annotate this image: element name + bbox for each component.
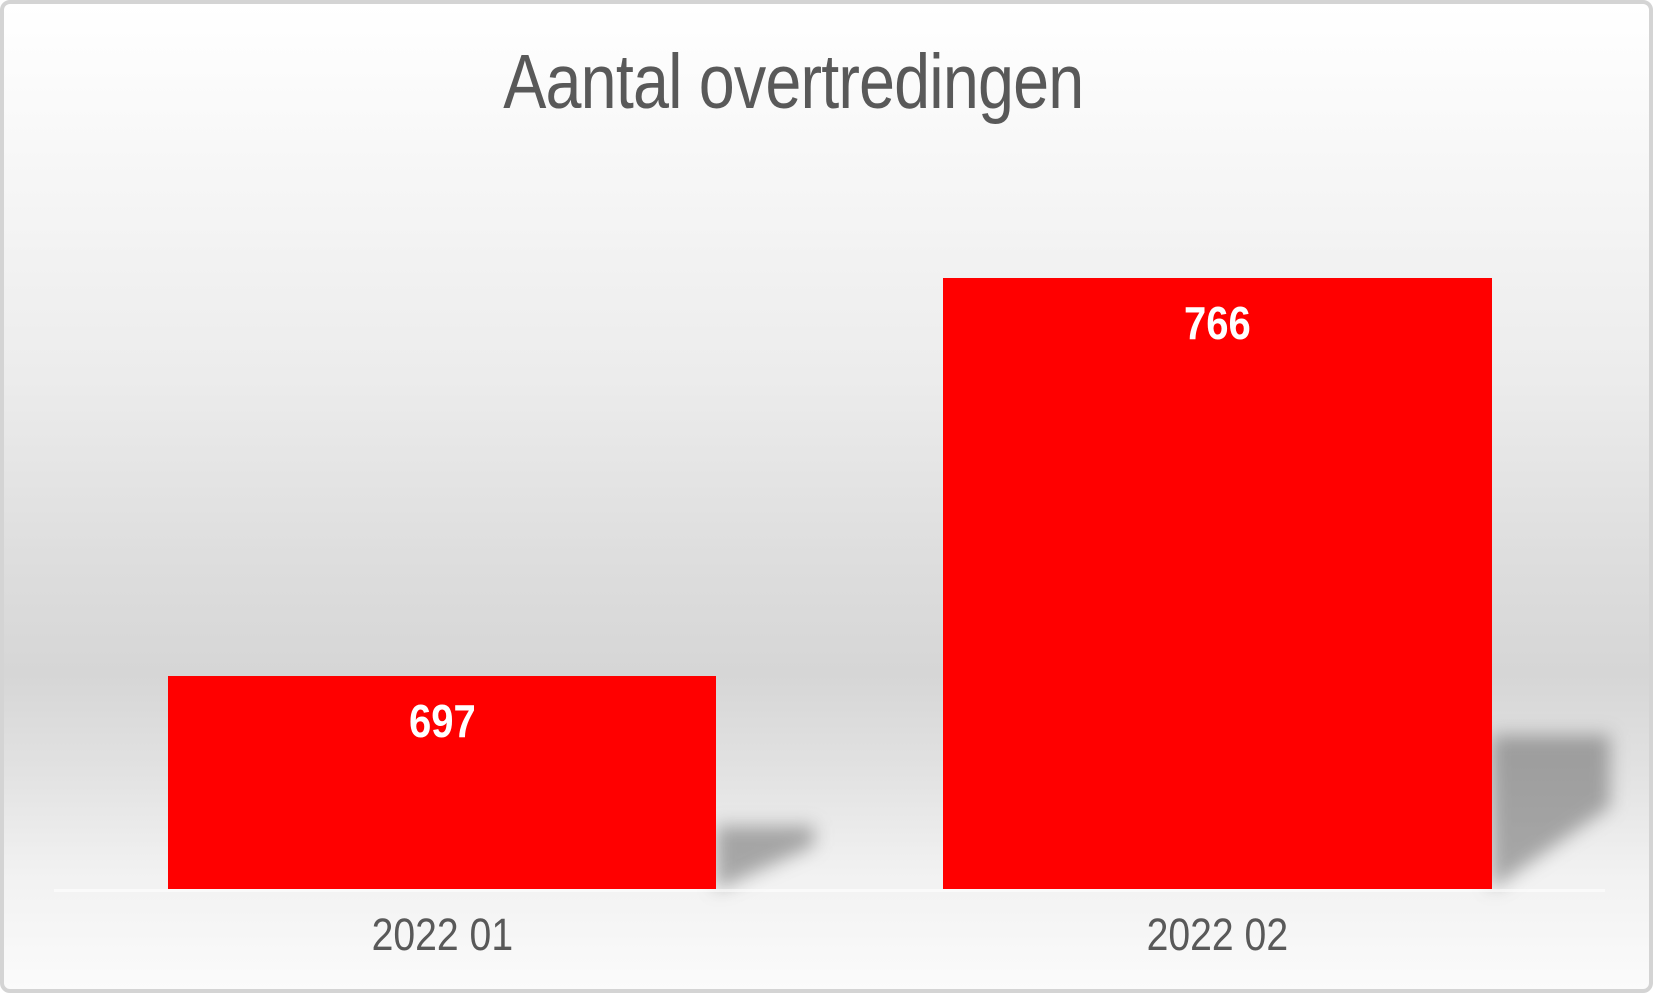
- data-label-2022-02-text: 766: [1184, 297, 1251, 349]
- chart-title: Aantal overtredingen: [4, 44, 1582, 121]
- chart-title-text: Aantal overtredingen: [502, 39, 1084, 125]
- data-label-2022-02: 766: [943, 300, 1492, 346]
- bar-2022-02: 766: [943, 278, 1492, 889]
- data-label-2022-01: 697: [168, 698, 716, 744]
- bar-shadow-2022-02: [1491, 735, 1610, 890]
- category-label-2022-02-text: 2022 02: [1146, 909, 1289, 960]
- bar-shadow-shape-2022-01: [716, 826, 814, 890]
- category-label-2022-01-text: 2022 01: [371, 909, 513, 960]
- category-label-2022-02: 2022 02: [943, 912, 1492, 957]
- data-label-2022-01-text: 697: [408, 695, 476, 747]
- category-label-2022-01: 2022 01: [168, 912, 716, 957]
- bar-2022-01: 697: [168, 676, 716, 889]
- bar-shadow-2022-01: [716, 826, 814, 890]
- bar-shadow-shape-2022-02: [1491, 735, 1610, 890]
- category-axis-line: [54, 889, 1605, 892]
